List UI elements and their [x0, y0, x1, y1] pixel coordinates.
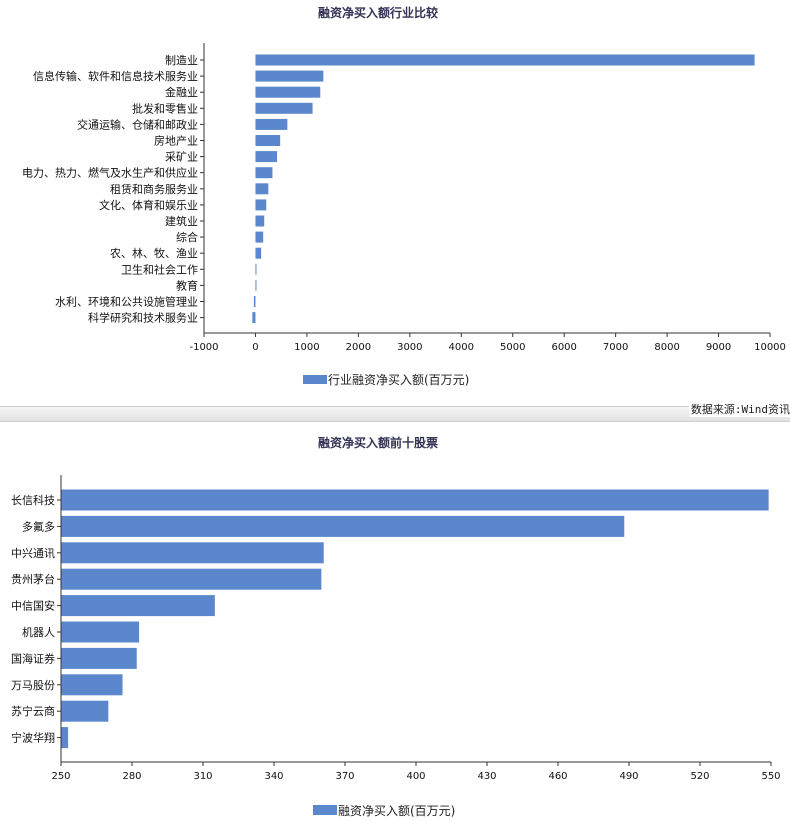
bar-13 — [255, 247, 262, 259]
bar-14 — [255, 263, 257, 275]
data-source-note: 数据来源:Wind资讯 — [688, 401, 790, 417]
category-label: 水利、环境和公共设施管理业 — [55, 295, 198, 309]
stock-x-ticks: 250 280 310 340 370 400 430 460 490 520 550 — [51, 762, 781, 782]
bar-2 — [255, 70, 324, 82]
x-tick-label: 280 — [122, 771, 141, 782]
bar-3 — [61, 542, 324, 564]
x-tick-label: 2000 — [346, 342, 371, 353]
category-label: 中信国安 — [11, 599, 55, 613]
category-label: 交通运输、仓储和邮政业 — [77, 117, 198, 131]
x-tick-label: 4000 — [449, 342, 474, 353]
category-label: 采矿业 — [165, 151, 198, 164]
x-tick-label: 5000 — [500, 342, 525, 353]
bar-15 — [255, 279, 257, 291]
industry-category-labels: 制造业信息传输、软件和信息技术服务业金融业批发和零售业交通运输、仓储和邮政业房地… — [22, 53, 204, 325]
bar-5 — [61, 595, 215, 617]
bar-9 — [255, 183, 269, 195]
category-label: 苏宁云商 — [11, 704, 55, 718]
x-tick-label: 400 — [406, 771, 425, 782]
bar-10 — [255, 199, 267, 211]
x-tick-label: 370 — [335, 771, 354, 782]
bar-6 — [61, 621, 140, 643]
category-label: 文化、体育和娱乐业 — [99, 198, 198, 212]
category-label: 科学研究和技术服务业 — [88, 311, 198, 325]
bar-11 — [255, 215, 265, 227]
bar-9 — [61, 700, 109, 722]
bar-2 — [61, 515, 625, 537]
x-tick-label: 3000 — [397, 342, 422, 353]
x-tick-label: 250 — [51, 771, 70, 782]
x-tick-label: 460 — [548, 771, 567, 782]
x-tick-label: 310 — [193, 771, 212, 782]
category-label: 国海证券 — [11, 651, 55, 665]
category-label: 信息传输、软件和信息技术服务业 — [33, 69, 198, 83]
x-tick-label: 520 — [690, 771, 709, 782]
bar-6 — [255, 135, 281, 146]
bar-7 — [61, 647, 137, 669]
category-label: 农、林、牧、渔业 — [110, 246, 198, 260]
legend-swatch — [303, 375, 327, 384]
category-label: 电力、热力、燃气及水生产和供应业 — [22, 166, 198, 180]
bar-3 — [255, 86, 321, 98]
x-tick-label: 7000 — [603, 342, 628, 353]
x-tick-label: 9000 — [706, 342, 731, 353]
stock-bars — [61, 489, 769, 749]
industry-bars — [252, 54, 755, 324]
bar-8 — [255, 167, 273, 179]
industry-chart: 融资净买入额行业比较 制造业信息传输、软件和信息技术服务业金融业批发和零售业交通… — [22, 5, 786, 387]
bar-5 — [255, 118, 288, 130]
bar-10 — [61, 727, 69, 749]
category-label: 金融业 — [165, 85, 198, 99]
chart-title: 融资净买入额行业比较 — [318, 5, 438, 20]
x-tick-label: 10000 — [754, 342, 786, 353]
top-stocks-chart: 融资净买入额前十股票 长信科技多氟多中兴通讯贵州茅台中信国安机器人国海证券万马股… — [11, 435, 781, 818]
category-label: 制造业 — [165, 53, 198, 67]
x-tick-label: 0 — [252, 342, 258, 353]
x-tick-label: 550 — [761, 771, 780, 782]
category-label: 长信科技 — [11, 493, 55, 507]
category-label: 多氟多 — [22, 519, 55, 533]
legend-label: 融资净买入额(百万元) — [338, 804, 455, 818]
x-tick-label: 8000 — [654, 342, 679, 353]
category-label: 万马股份 — [11, 679, 55, 692]
x-tick-label: 6000 — [551, 342, 576, 353]
chart-title: 融资净买入额前十股票 — [318, 435, 438, 450]
category-label: 租赁和商务服务业 — [110, 182, 198, 196]
x-tick-label: 1000 — [294, 342, 319, 353]
bar-8 — [61, 674, 123, 696]
bar-4 — [61, 568, 322, 590]
bar-12 — [255, 231, 264, 243]
category-label: 批发和零售业 — [132, 101, 198, 115]
category-label: 卫生和社会工作 — [121, 262, 198, 276]
bar-16 — [253, 296, 256, 307]
category-label: 中兴通讯 — [11, 547, 55, 560]
category-label: 综合 — [176, 230, 198, 244]
category-label: 建筑业 — [165, 214, 198, 228]
bar-7 — [255, 151, 278, 163]
x-tick-label: 340 — [264, 771, 283, 782]
x-tick-label: 490 — [619, 771, 638, 782]
bar-4 — [255, 102, 313, 114]
category-label: 房地产业 — [154, 134, 198, 148]
industry-x-ticks: -1000 0 1000 2000 3000 4000 5000 6000 7000 8000 90… — [189, 333, 786, 353]
legend-swatch — [313, 805, 337, 815]
category-label: 机器人 — [22, 625, 55, 639]
panel-divider — [0, 406, 790, 422]
legend-label: 行业融资净买入额(百万元) — [328, 373, 469, 387]
x-tick-label: 430 — [477, 771, 496, 782]
category-label: 教育 — [176, 278, 198, 292]
bar-17 — [252, 312, 256, 324]
bar-1 — [255, 54, 755, 66]
x-tick-label: -1000 — [189, 342, 218, 353]
category-label: 贵州茅台 — [11, 572, 55, 586]
bar-1 — [61, 489, 769, 511]
category-label: 宁波华翔 — [11, 731, 55, 745]
